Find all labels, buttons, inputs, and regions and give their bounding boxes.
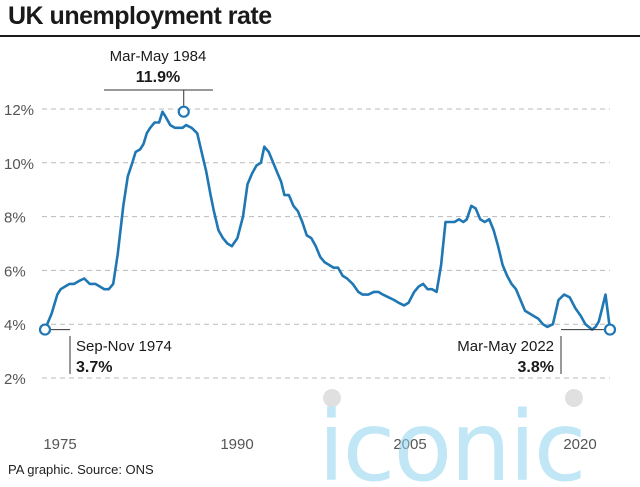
title-divider [0,35,640,37]
x-tick-label: 1975 [43,436,76,453]
annotation-peak-label: Mar-May 1984 [110,48,207,65]
y-tick-label: 8% [4,210,26,227]
x-tick-label: 2020 [563,436,596,453]
x-tick-label: 1990 [220,436,253,453]
annotation-start-value: 3.7% [76,359,112,376]
annotation-end-value: 3.8% [518,359,554,376]
chart-title: UK unemployment rate [8,2,272,30]
series-line [43,110,612,331]
annotation-end-label: Mar-May 2022 [457,338,554,355]
watermark-text: iconic [318,391,584,487]
x-tick-label: 2005 [393,436,426,453]
y-tick-label: 10% [4,156,34,173]
point-marker [177,105,190,118]
source-note: PA graphic. Source: ONS [8,462,154,477]
x-tick-labels: 1975 1990 2005 2020 [43,436,596,453]
annotations: Mar-May 1984 11.9% Sep-Nov 1974 3.7% Mar-May… [38,48,617,376]
watermark-logo: iconic [318,389,586,487]
y-tick-label: 12% [4,102,34,119]
y-tick-label: 6% [4,263,26,280]
series-group [43,110,612,331]
y-tick-label: 2% [4,371,26,388]
y-tick-labels: 2% 4% 6% 8% 10% 12% [4,102,34,388]
y-tick-label: 4% [4,317,26,334]
annotation-start-label: Sep-Nov 1974 [76,338,172,355]
point-marker [38,323,52,336]
point-marker [603,323,617,336]
annotation-peak-value: 11.9% [136,69,180,86]
gridlines [42,108,610,379]
